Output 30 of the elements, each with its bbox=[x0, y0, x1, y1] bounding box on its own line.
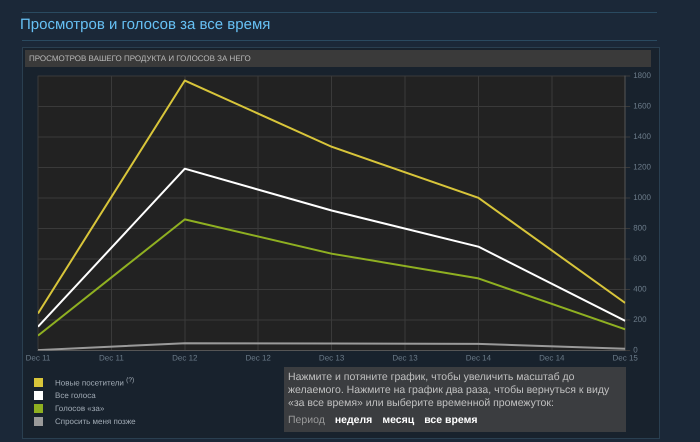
legend-label: Спросить меня позже bbox=[55, 417, 136, 426]
text: неделя bbox=[334, 414, 372, 427]
legend-label: Новые посетители $^{(?)}$ bbox=[55, 377, 134, 388]
y-tick-label: 400 bbox=[633, 284, 648, 294]
x-tick-label: Dec 13 bbox=[392, 353, 418, 362]
x-tick-label: Dec 12 bbox=[246, 353, 272, 362]
x-tick-label: Dec 14 bbox=[539, 353, 566, 362]
y-tick-label: 1200 bbox=[633, 162, 652, 172]
text: все время bbox=[424, 414, 478, 427]
chart-subtitle: ПРОСМОТРОВ ВАШЕГО ПРОДУКТА И ГОЛОСОВ ЗА НЕГО bbox=[25, 50, 651, 67]
x-tick-label: Dec 14 bbox=[466, 353, 492, 362]
x-tick-label: Dec 15 bbox=[612, 353, 638, 362]
x-tick-label: Dec 11 bbox=[26, 353, 51, 362]
x-tick-label: Dec 12 bbox=[172, 353, 198, 362]
y-tick-label: 1000 bbox=[633, 193, 652, 202]
legend-label: Голосов «за» bbox=[55, 404, 104, 413]
x-tick-label: Dec 13 bbox=[318, 353, 345, 362]
text: месяц bbox=[382, 414, 414, 427]
y-tick-label: 1800 bbox=[633, 71, 652, 80]
y-tick-label: 800 bbox=[633, 224, 648, 233]
y-tick-label: 200 bbox=[633, 315, 648, 324]
text: Период bbox=[288, 414, 325, 427]
y-tick-label: 0 bbox=[633, 346, 638, 355]
chart-title: Просмотров и голосов за все время bbox=[20, 16, 270, 33]
legend-label: Все голоса bbox=[55, 391, 96, 400]
y-tick-label: 600 bbox=[633, 254, 648, 264]
y-tick-label: 1600 bbox=[633, 102, 652, 111]
x-tick-label: Dec 11 bbox=[99, 353, 124, 362]
text: Нажмите и потяните график, чтобы увеличить масштаб до желаемого. Нажмите на график два раза, чтобы вернуться к виду «за все время» или выберите временной промежуток: bbox=[288, 371, 610, 410]
y-tick-label: 1400 bbox=[633, 132, 652, 142]
